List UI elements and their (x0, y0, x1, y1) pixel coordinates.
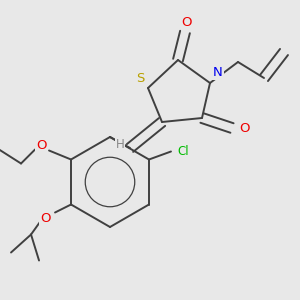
Text: Cl: Cl (177, 145, 189, 158)
Text: O: O (40, 212, 50, 225)
Text: S: S (136, 71, 144, 85)
Text: O: O (36, 139, 46, 152)
Text: H: H (116, 137, 124, 151)
Text: O: O (239, 122, 249, 134)
Text: O: O (182, 16, 192, 28)
Text: N: N (213, 67, 223, 80)
